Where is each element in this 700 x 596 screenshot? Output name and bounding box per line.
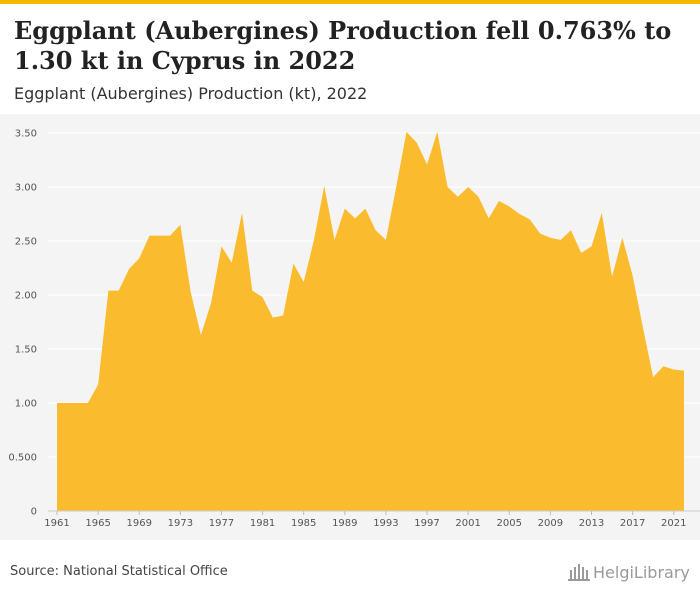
- x-tick-label: 2021: [661, 518, 686, 529]
- x-tick-label: 1997: [414, 518, 439, 529]
- data-point[interactable]: [640, 324, 646, 330]
- data-point[interactable]: [290, 261, 296, 267]
- helgilibrary-logo[interactable]: HelgiLibrary: [568, 560, 690, 584]
- data-point[interactable]: [373, 227, 379, 233]
- data-point[interactable]: [486, 215, 492, 221]
- data-point[interactable]: [332, 237, 338, 243]
- data-point[interactable]: [383, 237, 389, 243]
- data-point[interactable]: [126, 266, 132, 272]
- data-point[interactable]: [393, 184, 399, 190]
- data-point[interactable]: [475, 194, 481, 200]
- y-tick-label: 1.00: [15, 399, 37, 410]
- data-point[interactable]: [496, 198, 502, 204]
- data-point[interactable]: [650, 374, 656, 380]
- data-point[interactable]: [527, 216, 533, 222]
- data-point[interactable]: [362, 206, 368, 212]
- data-point[interactable]: [342, 206, 348, 212]
- logo-text: HelgiLibrary: [593, 563, 690, 582]
- data-point[interactable]: [64, 400, 70, 406]
- x-tick-label: 1961: [44, 518, 69, 529]
- x-tick-label: 1977: [209, 518, 234, 529]
- data-point[interactable]: [403, 129, 409, 135]
- data-point[interactable]: [455, 194, 461, 200]
- data-point[interactable]: [249, 288, 255, 294]
- data-point[interactable]: [311, 237, 317, 243]
- data-point[interactable]: [558, 237, 564, 243]
- data-point[interactable]: [424, 161, 430, 167]
- x-tick-label: 1989: [332, 518, 357, 529]
- data-point[interactable]: [229, 260, 235, 266]
- data-point[interactable]: [54, 400, 60, 406]
- data-point[interactable]: [208, 300, 214, 306]
- x-tick-label: 1969: [127, 518, 152, 529]
- source-note: Source: National Statistical Office: [10, 564, 228, 579]
- data-point[interactable]: [671, 367, 677, 373]
- y-tick-label: 0: [31, 507, 37, 518]
- series-area: [54, 129, 687, 512]
- chart-subtitle: Eggplant (Aubergines) Production (kt), 2…: [14, 84, 368, 103]
- x-tick-label: 1973: [168, 518, 193, 529]
- data-point[interactable]: [188, 289, 194, 295]
- y-tick-label: 0.500: [8, 453, 37, 464]
- y-tick-label: 1.50: [15, 345, 37, 356]
- y-tick-label: 3.50: [15, 129, 37, 140]
- y-tick-label: 2.00: [15, 291, 37, 302]
- x-tick-label: 1965: [85, 518, 110, 529]
- data-point[interactable]: [105, 288, 111, 294]
- data-point[interactable]: [660, 363, 666, 369]
- data-point[interactable]: [681, 368, 687, 374]
- y-axis-ticks: 0 0.500 1.00 1.50 2.00 2.50 3.00 3.50: [8, 129, 37, 518]
- data-point[interactable]: [517, 211, 523, 217]
- x-tick-label: 1993: [373, 518, 398, 529]
- x-tick-label: 2005: [497, 518, 522, 529]
- data-point[interactable]: [157, 233, 163, 239]
- data-point[interactable]: [116, 288, 122, 294]
- data-point[interactable]: [588, 243, 594, 249]
- data-point[interactable]: [619, 235, 625, 241]
- accent-top-bar: [0, 0, 700, 4]
- data-point[interactable]: [434, 129, 440, 135]
- data-point[interactable]: [167, 233, 173, 239]
- data-point[interactable]: [136, 255, 142, 261]
- data-point[interactable]: [270, 315, 276, 321]
- chart-header: Eggplant (Aubergines) Production fell 0.…: [0, 4, 700, 114]
- x-tick-label: 1981: [250, 518, 275, 529]
- data-point[interactable]: [630, 273, 636, 279]
- y-tick-label: 3.00: [15, 183, 37, 194]
- x-axis-ticks: 1961 1965 1969 1973 1977 1981 1985 1989 1993 1997…: [44, 510, 700, 529]
- data-point[interactable]: [445, 184, 451, 190]
- data-point[interactable]: [465, 184, 471, 190]
- data-point[interactable]: [198, 332, 204, 338]
- x-tick-label: 2013: [579, 518, 604, 529]
- data-point[interactable]: [177, 222, 183, 228]
- series-area-path: [57, 131, 684, 512]
- x-tick-label: 1985: [291, 518, 316, 529]
- data-point[interactable]: [578, 250, 584, 256]
- data-point[interactable]: [301, 279, 307, 285]
- data-point[interactable]: [537, 230, 543, 236]
- x-tick-label: 2009: [538, 518, 563, 529]
- data-point[interactable]: [352, 215, 358, 221]
- data-point[interactable]: [95, 382, 101, 388]
- data-point[interactable]: [609, 274, 615, 280]
- x-tick-label: 2001: [455, 518, 480, 529]
- data-point[interactable]: [506, 203, 512, 209]
- data-point[interactable]: [280, 313, 286, 319]
- building-icon: [568, 564, 590, 581]
- data-point[interactable]: [568, 227, 574, 233]
- x-tick-label: 2017: [620, 518, 645, 529]
- data-point[interactable]: [147, 233, 153, 239]
- data-point[interactable]: [218, 243, 224, 249]
- data-point[interactable]: [547, 235, 553, 241]
- data-point[interactable]: [414, 140, 420, 146]
- data-point[interactable]: [321, 183, 327, 189]
- data-point[interactable]: [599, 210, 605, 216]
- data-point[interactable]: [239, 210, 245, 216]
- data-point[interactable]: [75, 400, 81, 406]
- y-tick-label: 2.50: [15, 237, 37, 248]
- data-point[interactable]: [260, 294, 266, 300]
- page-title: Eggplant (Aubergines) Production fell 0.…: [14, 16, 672, 75]
- data-point[interactable]: [85, 400, 91, 406]
